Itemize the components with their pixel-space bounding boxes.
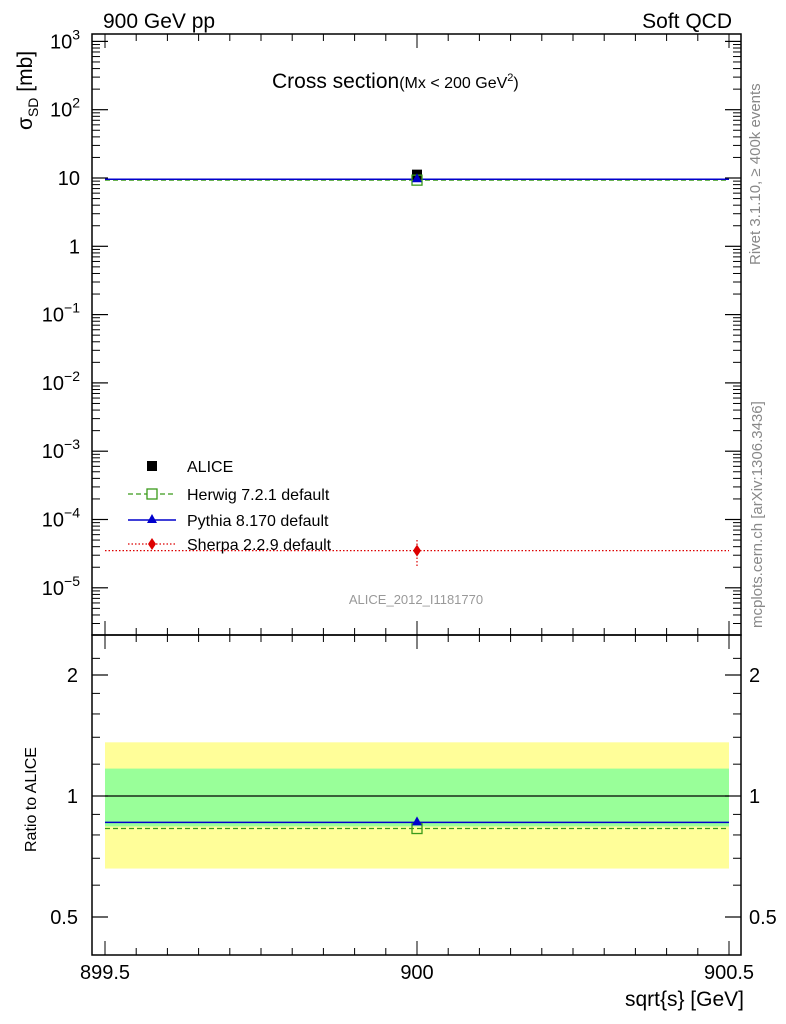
main-ytick-label: 10−3 — [42, 436, 80, 463]
ratio-pythia-point — [412, 816, 422, 826]
legend-marker-alice — [147, 461, 157, 471]
ratio-ytick-label: 1 — [67, 786, 78, 808]
legend-label: Pythia 8.170 default — [187, 513, 329, 530]
ratio-ylabel: Ratio to ALICE — [23, 747, 40, 852]
analysis-tag: ALICE_2012_I1181770 — [349, 592, 483, 607]
legend-marker-herwig — [146, 488, 158, 500]
main-ytick-label: 10−4 — [42, 505, 80, 532]
legend-marker-pythia — [147, 514, 157, 523]
main-ylabel: σSD [mb] — [14, 51, 41, 130]
main-ytick-label: 10−1 — [42, 300, 80, 327]
ratio-ytick-label: 0.5 — [50, 907, 78, 929]
legend-marker-sherpa — [148, 538, 156, 550]
main-ytick-label: 10 — [58, 168, 80, 190]
legend-label: Sherpa 2.2.9 default — [187, 537, 332, 554]
ratio-ytick-label-right: 1 — [749, 786, 760, 808]
x-tick-label: 900 — [400, 962, 433, 984]
ratio-ytick-label-right: 2 — [749, 665, 760, 687]
main-ytick-label: 10−2 — [42, 368, 80, 395]
main-ytick-label: 102 — [50, 95, 80, 122]
header-left: 900 GeV pp — [103, 10, 215, 33]
sherpa-point — [413, 544, 421, 557]
mcplots-note: mcplots.cern.ch [arXiv:1306.3436] — [749, 401, 766, 628]
ratio-ytick-label-right: 0.5 — [749, 907, 777, 929]
pythia-point — [412, 173, 422, 183]
rivet-note: Rivet 3.1.10, ≥ 400k events — [747, 83, 764, 265]
x-tick-label: 900.5 — [704, 962, 754, 984]
header-right: Soft QCD — [642, 10, 732, 33]
x-axis-label: sqrt{s} [GeV] — [625, 988, 744, 1011]
x-tick-label: 899.5 — [80, 962, 130, 984]
ratio-ytick-label: 2 — [67, 665, 78, 687]
main-ytick-label: 103 — [50, 26, 80, 53]
ratio-frame — [91, 634, 742, 956]
main-ytick-label: 10−5 — [42, 573, 80, 600]
legend-label: ALICE — [187, 459, 233, 476]
main-ytick-label: 1 — [69, 236, 80, 258]
legend-label: Herwig 7.2.1 default — [187, 487, 330, 504]
plot-title: Cross section(Mx < 200 GeV2) — [272, 70, 519, 93]
